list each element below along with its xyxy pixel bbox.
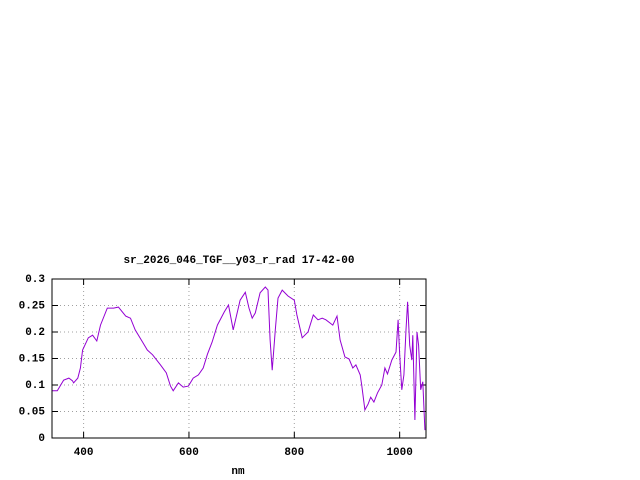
x-axis-label: nm bbox=[231, 466, 245, 478]
y-tick-label: 0.05 bbox=[19, 406, 46, 418]
x-tick-label: 800 bbox=[284, 447, 304, 459]
y-tick-label: 0 bbox=[38, 433, 45, 445]
y-tick-label: 0.3 bbox=[25, 274, 45, 286]
y-tick-label: 0.1 bbox=[25, 380, 45, 392]
x-tick-label: 400 bbox=[74, 447, 94, 459]
chart-title: sr_2026_046_TGF__y03_r_rad 17-42-00 bbox=[123, 255, 354, 267]
y-tick-label: 0.15 bbox=[19, 353, 46, 365]
plot-frame bbox=[51, 278, 427, 439]
y-tick-label: 0.2 bbox=[25, 327, 45, 339]
data-line bbox=[52, 286, 426, 431]
y-tick-label: 0.25 bbox=[19, 300, 46, 312]
x-tick-label: 1000 bbox=[386, 447, 412, 459]
x-tick-label: 600 bbox=[179, 447, 199, 459]
